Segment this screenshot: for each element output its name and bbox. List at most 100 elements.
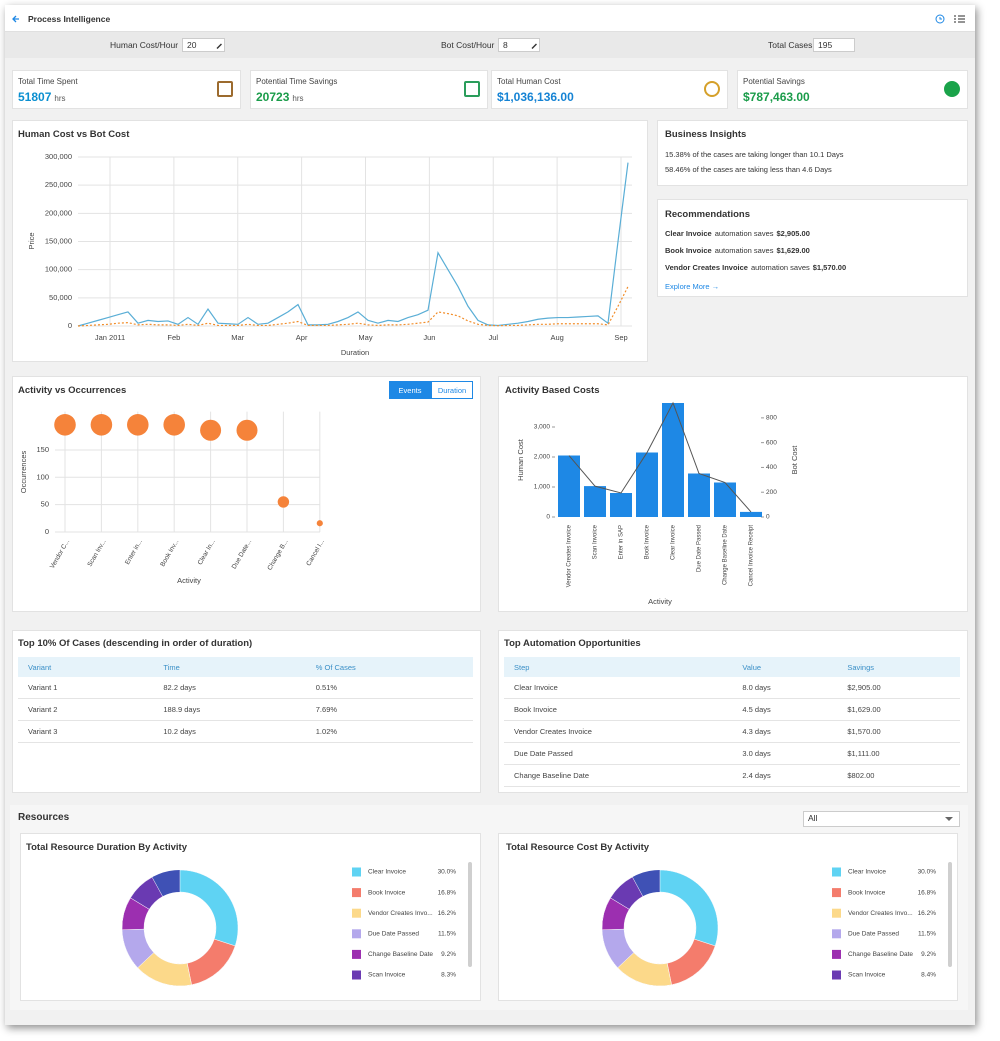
table-cell: Change Baseline Date	[504, 764, 733, 787]
recommendation-activity: Vendor Creates Invoice	[665, 263, 748, 272]
table-cell: $1,570.00	[837, 720, 960, 743]
table-row: Due Date Passed 3.0 days $1,111.00	[504, 742, 960, 765]
parameter-label: Human Cost/Hour	[110, 40, 179, 50]
column-header: % Of Cases	[305, 657, 473, 677]
arrow-icon: →	[711, 282, 720, 291]
insights-card	[657, 120, 968, 186]
kpi-unit: hrs	[292, 94, 304, 103]
combo-chart-card	[498, 376, 968, 612]
table-row: Variant 2 188.9 days 7.69%	[18, 698, 473, 721]
table-row: Change Baseline Date 2.4 days $802.00	[504, 764, 960, 787]
table-cell: 0.51%	[305, 677, 473, 699]
parameter-label: Bot Cost/Hour	[441, 40, 495, 50]
kpi-unit: hrs	[54, 94, 66, 103]
chart-title: Activity vs Occurrences	[18, 385, 127, 396]
table-cell: 4.5 days	[732, 698, 838, 721]
recommendation-text: automation saves	[714, 246, 774, 255]
filter-dropdown[interactable]: All	[803, 811, 960, 827]
parameter-input[interactable]: 20	[182, 38, 225, 52]
table-cell: 8.0 days	[732, 677, 838, 699]
parameter-value: 195	[818, 40, 833, 50]
card-title: Recommendations	[665, 209, 750, 220]
table-cell: 4.3 days	[732, 720, 838, 743]
header-row: Step Value Savings	[504, 657, 960, 677]
parameter-input[interactable]: 195	[813, 38, 855, 52]
column-header: Value	[732, 657, 838, 677]
kpi-card	[491, 70, 728, 109]
explore-link[interactable]: Explore More →	[665, 282, 719, 291]
donut-card	[498, 833, 958, 1001]
recommendations-card	[657, 199, 968, 297]
table-cell: Vendor Creates Invoice	[504, 720, 733, 743]
recommendation: Clear Invoice automation saves $2,905.00	[665, 229, 810, 238]
insight-line: 15.38% of the cases are taking longer th…	[665, 150, 844, 159]
parameter-value: 8	[503, 40, 508, 50]
table-row: Book Invoice 4.5 days $1,629.00	[504, 698, 960, 721]
toggle-button[interactable]: Duration	[431, 381, 473, 399]
kpi-label: Potential Time Savings	[256, 77, 338, 86]
explore-link-text: Explore More	[665, 282, 710, 291]
recommendation-amount: $1,629.00	[776, 246, 810, 255]
chart-title: Total Resource Duration By Activity	[26, 842, 188, 853]
kpi-card	[737, 70, 968, 109]
recommendation-text: automation saves	[750, 263, 810, 272]
header-icons[interactable]	[935, 14, 969, 25]
table-cell: Clear Invoice	[504, 677, 733, 699]
table-cell: Variant 1	[18, 677, 154, 699]
table-cell: $2,905.00	[837, 677, 960, 699]
parameter-input[interactable]: 8	[498, 38, 540, 52]
recommendation: Vendor Creates Invoice automation saves $1…	[665, 263, 846, 272]
dropdown-caret	[945, 817, 953, 825]
kpi-label: Potential Savings	[743, 77, 805, 86]
recommendation-text: automation saves	[714, 229, 774, 238]
donut-card	[20, 833, 481, 1001]
back-button[interactable]	[11, 14, 21, 24]
table-body: Variant 1 82.2 days 0.51% Variant 2 188.9 da…	[18, 677, 473, 743]
kpi-label: Total Human Cost	[497, 77, 561, 86]
chart-title: Human Cost vs Bot Cost	[18, 129, 130, 140]
table-head: Step Value Savings	[504, 657, 960, 677]
table-cell: 2.4 days	[732, 764, 838, 787]
section-title: Resources	[18, 812, 70, 823]
kpi-icon	[704, 81, 720, 97]
filter-value: All	[808, 813, 818, 823]
line-chart-card	[12, 120, 648, 362]
table-cell: $1,629.00	[837, 698, 960, 721]
column-header: Step	[504, 657, 733, 677]
chart-title: Total Resource Cost By Activity	[506, 842, 650, 853]
table-cell: $1,111.00	[837, 742, 960, 765]
table-cell: Variant 3	[18, 720, 154, 743]
kpi-value: 51807 hrs	[18, 90, 66, 104]
table-body: Clear Invoice 8.0 days $2,905.00 Book Invoi…	[504, 677, 960, 787]
header-row: Variant Time% Of Cases	[18, 657, 473, 677]
table-cell: Due Date Passed	[504, 742, 733, 765]
page-title: Process Intelligence	[28, 14, 111, 24]
table-row: Variant 3 10.2 days 1.02%	[18, 720, 473, 743]
insight-line: 58.46% of the cases are taking less than…	[665, 165, 832, 174]
kpi-number: $1,036,136.00	[497, 90, 574, 104]
recommendation-activity: Clear Invoice	[665, 229, 712, 238]
kpi-card	[250, 70, 488, 109]
card-title: Business Insights	[665, 129, 747, 140]
table-row: Variant 1 82.2 days 0.51%	[18, 677, 473, 699]
column-header: Time	[153, 657, 306, 677]
kpi-number: 51807	[18, 90, 52, 104]
parameter-label: Total Cases	[768, 40, 813, 50]
parameter-value: 20	[187, 40, 197, 50]
kpi-icon	[217, 81, 233, 97]
table-cell: $802.00	[837, 764, 960, 787]
card-title: Top Automation Opportunities	[504, 638, 641, 649]
kpi-icon	[944, 81, 960, 97]
card-title: Top 10% Of Cases (descending in order of…	[18, 638, 253, 649]
column-header: Variant	[18, 657, 154, 677]
table-cell: 10.2 days	[153, 720, 306, 743]
table-cell: 7.69%	[305, 698, 473, 721]
bubble-chart-card	[12, 376, 481, 612]
recommendation-amount: $1,570.00	[812, 263, 847, 272]
kpi-card	[12, 70, 241, 109]
recommendation: Book Invoice automation saves $1,629.00	[665, 246, 810, 255]
kpi-number: 20723	[256, 90, 290, 104]
toggle-button[interactable]: Events	[389, 381, 431, 399]
table-cell: 3.0 days	[732, 742, 838, 765]
